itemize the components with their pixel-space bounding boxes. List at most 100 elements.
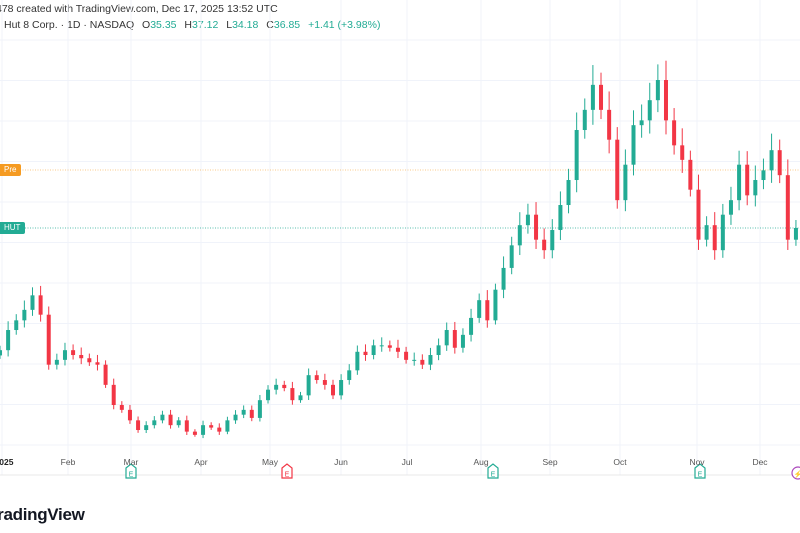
candle-body	[720, 214, 725, 251]
candle-body	[655, 80, 660, 101]
event-badge-shape	[125, 463, 137, 479]
candle-body	[704, 225, 709, 240]
candle-body	[30, 295, 35, 310]
candle-body	[201, 425, 206, 435]
candle-body	[444, 330, 449, 346]
x-tick-label: Mar	[123, 457, 139, 467]
candle-body	[590, 84, 595, 110]
candle-body	[144, 425, 149, 431]
candle-body	[615, 139, 620, 201]
candle-body	[62, 350, 67, 360]
candle-body	[550, 230, 555, 251]
candle-body	[785, 175, 790, 240]
candle-body	[607, 109, 612, 140]
x-tick-label: Sep	[542, 457, 558, 467]
candle-body	[298, 395, 303, 401]
candle-body	[355, 351, 360, 371]
candle-body	[712, 225, 717, 251]
candle-body	[330, 384, 335, 396]
candle-body	[152, 420, 157, 426]
event-badge-shape	[487, 463, 499, 479]
candle-body	[339, 380, 344, 396]
candle-body	[574, 130, 579, 181]
earnings-event-icon[interactable]: E	[487, 463, 499, 479]
candle-body	[436, 345, 441, 356]
candle-body	[103, 364, 108, 385]
candle-body	[623, 164, 628, 201]
close-value: 36.85	[273, 19, 301, 31]
x-tick-label: Jun	[334, 457, 348, 467]
candle-body	[274, 384, 279, 390]
candle-body	[509, 245, 514, 268]
candle-body	[404, 351, 409, 360]
x-tick-label: Dec	[752, 457, 768, 467]
candle-body	[282, 384, 287, 389]
candle-body	[306, 375, 311, 396]
event-badge-shape	[694, 463, 706, 479]
candle-body	[322, 380, 327, 385]
event-letter: E	[698, 472, 703, 479]
x-tick-label: Oct	[613, 457, 627, 467]
earnings-event-icon[interactable]: E	[694, 463, 706, 479]
earnings-event-icon[interactable]: ⚡	[791, 466, 800, 480]
candle-body	[777, 150, 782, 176]
candle-body	[680, 145, 685, 160]
candle-body	[249, 409, 254, 418]
candle-body	[184, 420, 189, 432]
candle-body	[753, 180, 758, 196]
candle-body	[696, 189, 701, 240]
last-price-tag: HUT	[0, 222, 26, 234]
candle-body	[6, 330, 11, 351]
candle-body	[493, 289, 498, 321]
candle-body	[745, 164, 750, 196]
premarket-price-tag: Pre	[0, 164, 22, 176]
candle-body	[542, 239, 547, 251]
candle-body	[225, 420, 230, 432]
candle-body	[412, 359, 417, 361]
candle-body	[71, 350, 76, 356]
candle-body	[241, 409, 246, 415]
candle-body	[387, 345, 392, 348]
earnings-event-icon[interactable]: E	[281, 463, 293, 479]
candle-body	[266, 389, 271, 401]
candle-body	[558, 205, 563, 231]
candle-body	[0, 350, 2, 356]
candle-body	[290, 388, 295, 401]
candle-body	[119, 405, 124, 410]
candle-body	[647, 100, 652, 121]
high-label: H	[184, 19, 193, 31]
candle-body	[14, 320, 19, 331]
x-tick-label: May	[261, 457, 279, 467]
candle-body	[168, 414, 173, 426]
chart-credit: 478 created with TradingView.com, Dec 17…	[0, 3, 278, 15]
event-badge-shape	[791, 466, 800, 480]
candle-body	[46, 314, 51, 365]
candle-body	[728, 200, 733, 215]
tradingview-logo: TradingView	[0, 505, 85, 524]
candle-body	[192, 431, 197, 435]
candle-body	[599, 84, 604, 110]
event-letter: E	[491, 472, 496, 479]
candle-body	[501, 267, 506, 290]
x-tick-label: Feb	[60, 457, 76, 467]
candle-body	[452, 330, 457, 348]
symbol-legend: Hut 8 Corp. · 1D · NASDAQ O35.35 H37.12 …	[4, 19, 380, 31]
earnings-event-icon[interactable]: E	[125, 463, 137, 479]
x-tick-label: Apr	[194, 457, 208, 467]
candle-body	[428, 355, 433, 365]
symbol-name[interactable]: Hut 8 Corp. · 1D · NASDAQ	[4, 19, 135, 31]
x-tick-label: Nov	[689, 457, 705, 467]
open-value: 35.35	[150, 19, 177, 31]
low-value: 34.18	[232, 19, 259, 31]
candle-body	[160, 414, 165, 421]
candle-body	[257, 400, 262, 418]
candle-body	[420, 359, 425, 365]
candle-body	[639, 120, 644, 126]
event-letter: E	[129, 472, 134, 479]
candle-body	[379, 345, 384, 347]
candle-body	[54, 359, 59, 365]
candle-body	[469, 317, 474, 335]
candle-body	[688, 159, 693, 190]
candle-body	[460, 334, 465, 348]
